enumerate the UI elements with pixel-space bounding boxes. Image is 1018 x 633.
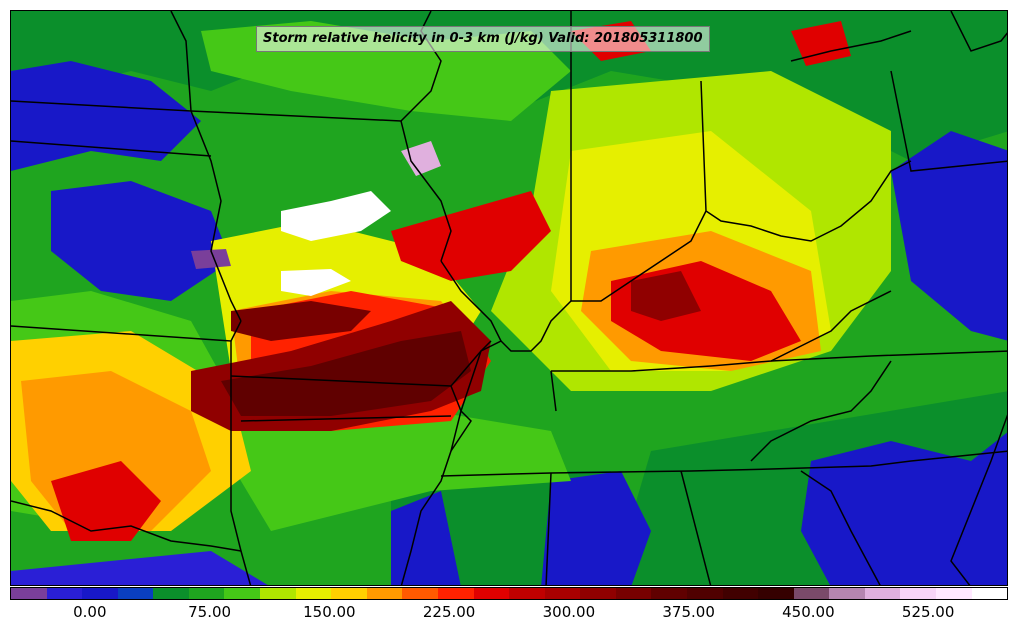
boundary-line	[550, 370, 557, 412]
colorbar-segment	[295, 588, 332, 599]
boundary-line	[770, 350, 1007, 362]
boundary-line	[230, 341, 252, 585]
colorbar-segment	[331, 588, 367, 599]
field-blue-southeast	[801, 432, 1007, 585]
colorbar-segment	[11, 588, 47, 599]
field-darkred-inner	[221, 331, 471, 416]
field-purple-patch-2	[191, 249, 231, 269]
colorbar-segment	[117, 588, 154, 599]
field-red-ne-2	[791, 21, 851, 66]
field-red-west	[51, 461, 161, 541]
boundary-line	[750, 360, 892, 462]
colorbar-segment	[509, 588, 545, 599]
colorbar-segment	[260, 588, 296, 599]
colorbar-segment	[224, 588, 261, 599]
colorbar-segment	[971, 588, 1008, 599]
colorbar-tick-label: 375.00	[662, 603, 715, 621]
boundary-line	[800, 470, 881, 585]
field-darkred-upper	[231, 301, 371, 341]
colorbar-tick-label: 450.00	[782, 603, 835, 621]
colorbar-segment	[900, 588, 937, 599]
boundary-line	[11, 140, 212, 157]
boundary-line	[950, 414, 1007, 585]
boundary-line	[400, 260, 503, 585]
boundary-line	[450, 385, 472, 452]
boundary-line	[700, 80, 912, 242]
boundary-line	[240, 415, 452, 422]
boundary-line	[790, 30, 912, 62]
boundary-line	[890, 70, 1007, 172]
boundary-line	[545, 472, 552, 585]
colorbar-segment	[437, 588, 474, 599]
map-title: Storm relative helicity in 0-3 km (J/kg)…	[256, 26, 710, 52]
field-darkred-east	[631, 271, 701, 321]
helicity-field-map	[11, 11, 1007, 585]
colorbar-segment	[188, 588, 225, 599]
colorbar-segment	[366, 588, 403, 599]
boundary-line	[551, 290, 892, 372]
colorbar-tick-label: 525.00	[901, 603, 955, 621]
field-blue-northwest	[11, 61, 201, 171]
field-blue-west	[51, 181, 231, 301]
boundary-line	[230, 340, 492, 387]
colorbar	[10, 587, 1008, 600]
colorbar-segment	[46, 588, 83, 599]
colorbar-segment	[580, 588, 616, 599]
colorbar-segment	[758, 588, 794, 599]
colorbar-segment	[829, 588, 865, 599]
field-blue-south-1	[541, 471, 651, 585]
boundary-line	[680, 470, 712, 585]
colorbar-tick-label: 150.00	[303, 603, 356, 621]
boundary-line	[11, 11, 192, 112]
colorbar-segment	[473, 588, 510, 599]
field-blue-east-strip	[891, 131, 1007, 341]
colorbar-segment	[936, 588, 972, 599]
boundary-line	[11, 500, 242, 552]
colorbar-segment	[686, 588, 723, 599]
colorbar-segment	[544, 588, 581, 599]
colorbar-segment	[82, 588, 118, 599]
colorbar-segment	[615, 588, 652, 599]
field-red-north	[391, 191, 551, 281]
colorbar-segment	[722, 588, 759, 599]
colorbar-tick-label: 0.00	[73, 603, 107, 621]
colorbar-segment	[793, 588, 830, 599]
colorbar-tick-label: 300.00	[542, 603, 596, 621]
state-boundaries	[11, 11, 1007, 585]
boundary-line	[950, 11, 1007, 52]
field-purple-patch-1	[401, 141, 441, 176]
field-lightgreen-south	[211, 411, 571, 531]
boundary-line	[571, 210, 707, 302]
helicity-map: Storm relative helicity in 0-3 km (J/kg)…	[10, 10, 1008, 586]
field-white-patch-1	[281, 191, 391, 241]
colorbar-tick-label: 75.00	[188, 603, 232, 621]
colorbar-segment	[402, 588, 438, 599]
field-white-patch-2	[281, 269, 351, 296]
colorbar-segment	[153, 588, 189, 599]
boundary-line	[190, 110, 242, 322]
colorbar-segment	[651, 588, 687, 599]
colorbar-segment	[864, 588, 901, 599]
colorbar-tick-label: 225.00	[422, 603, 476, 621]
field-blue-southwest	[11, 551, 268, 585]
boundary-line	[400, 120, 452, 262]
